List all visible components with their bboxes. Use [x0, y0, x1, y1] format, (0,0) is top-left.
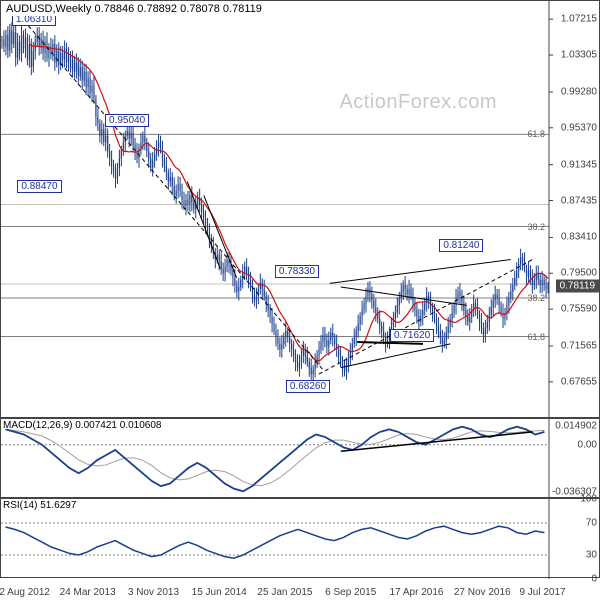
- price-label: 0.88470: [17, 180, 61, 193]
- rsi-y-tick: 30: [586, 550, 597, 561]
- price-label: 0.71620: [390, 329, 434, 342]
- watermark: ActionForex.com: [339, 91, 497, 114]
- timeframe: Weekly: [56, 3, 92, 15]
- rsi-svg: [1, 499, 600, 579]
- x-tick-label: 24 Mar 2013: [60, 587, 116, 598]
- price-label: 0.78330: [275, 265, 319, 278]
- macd-y-tick: 0.00: [578, 439, 597, 450]
- x-tick-label: 12 Aug 2012: [0, 587, 50, 598]
- x-tick-label: 27 Nov 2016: [454, 587, 511, 598]
- y-tick-label: 0.83410: [561, 232, 597, 243]
- y-tick-label: 0.95370: [561, 122, 597, 133]
- y-tick-label: 1.07215: [561, 14, 597, 25]
- ohlc-values: 0.78846 0.78892 0.78078 0.78119: [94, 3, 261, 15]
- symbol: AUDUSD: [6, 3, 52, 15]
- y-tick-label: 0.71565: [561, 340, 597, 351]
- price-label: 0.95040: [105, 114, 149, 127]
- current-price-box: 0.78119: [556, 279, 599, 292]
- y-tick-label: 0.75590: [561, 304, 597, 315]
- macd-title: MACD(12,26,9) 0.007421 0.010608: [3, 420, 161, 431]
- x-tick-label: 15 Jun 2014: [192, 587, 247, 598]
- y-tick-label: 1.03305: [561, 50, 597, 61]
- x-tick-label: 25 Jan 2015: [257, 587, 312, 598]
- rsi-y-tick: 100: [580, 494, 597, 505]
- fib-label: 38.2: [527, 293, 545, 303]
- y-tick-label: 0.91345: [561, 159, 597, 170]
- y-tick-label: 0.67655: [561, 376, 597, 387]
- macd-svg: [1, 419, 600, 499]
- price-label: 0.68260: [286, 380, 330, 393]
- y-tick-label: 0.99280: [561, 86, 597, 97]
- y-tick-label: 0.87435: [561, 195, 597, 206]
- price-chart-svg: [1, 1, 600, 419]
- rsi-y-tick: 70: [586, 518, 597, 529]
- fib-label: 61.8: [527, 129, 545, 139]
- x-tick-label: 3 Nov 2013: [128, 587, 179, 598]
- price-panel[interactable]: AUDUSD,Weekly 0.78846 0.78892 0.78078 0.…: [0, 0, 600, 418]
- rsi-panel[interactable]: RSI(14) 51.6297 10070300: [0, 498, 600, 578]
- chart-title: AUDUSD,Weekly 0.78846 0.78892 0.78078 0.…: [2, 2, 266, 16]
- x-tick-label: 6 Sep 2015: [325, 587, 376, 598]
- rsi-title: RSI(14) 51.6297: [3, 500, 76, 511]
- x-tick-label: 17 Apr 2016: [390, 587, 444, 598]
- y-tick-label: 0.79500: [561, 268, 597, 279]
- x-axis: 12 Aug 2012 24 Mar 2013 3 Nov 2013 15 Jun 2…: [0, 578, 600, 600]
- price-label: 0.81240: [439, 239, 483, 252]
- x-tick-label: 9 Jul 2017: [519, 587, 565, 598]
- macd-y-tick: 0.014902: [555, 420, 597, 431]
- macd-panel[interactable]: MACD(12,26,9) 0.007421 0.010608 0.014902…: [0, 418, 600, 498]
- chart-container: AUDUSD,Weekly 0.78846 0.78892 0.78078 0.…: [0, 0, 600, 600]
- fib-label: 38.2: [527, 222, 545, 232]
- fib-label: 61.8: [527, 332, 545, 342]
